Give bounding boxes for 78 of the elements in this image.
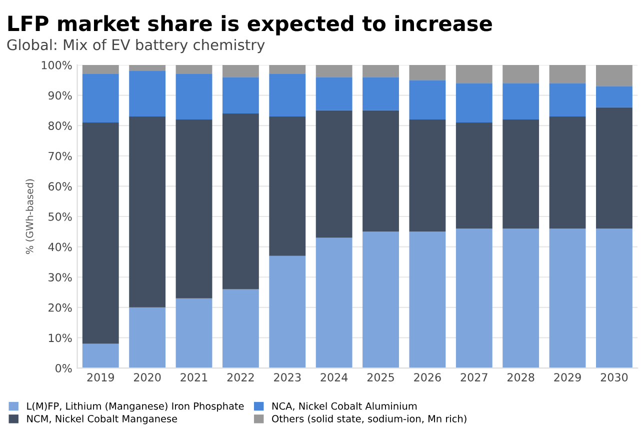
- chart-title: LFP market share is expected to increase: [8, 15, 492, 36]
- x-tick-label: 2019: [87, 373, 114, 382]
- bar: [316, 64, 352, 78]
- bar: [316, 238, 352, 368]
- bar: [409, 120, 446, 232]
- bar: [176, 120, 212, 298]
- bar: [129, 307, 166, 368]
- bar: [409, 232, 446, 368]
- bar: [456, 64, 492, 84]
- bar: [176, 298, 212, 368]
- bar: [502, 120, 540, 229]
- bar: [456, 228, 492, 368]
- bar: [129, 116, 166, 308]
- x-tick-label: 2022: [227, 373, 254, 382]
- x-tick-label: 2020: [134, 373, 161, 382]
- legend-label: L(M)FP, Lithium (Manganese) Iron Phosphate: [27, 402, 244, 412]
- bar: [269, 116, 306, 256]
- bar: [176, 74, 212, 120]
- bar: [82, 74, 119, 123]
- bar: [222, 289, 259, 368]
- y-tick-label: 70%: [48, 152, 72, 160]
- x-tick-label: 2025: [367, 373, 394, 382]
- bar: [549, 64, 586, 84]
- y-tick-label: 80%: [48, 122, 72, 130]
- y-tick-label: 0%: [56, 364, 72, 372]
- legend-label: NCA, Nickel Cobalt Aluminium: [272, 402, 417, 411]
- x-tick-label: 2030: [600, 373, 628, 382]
- bar: [362, 232, 399, 368]
- legend-label: Others (solid state, sodium-ion, Mn rich): [272, 414, 466, 424]
- x-tick-label: 2026: [414, 373, 441, 382]
- bar: [222, 64, 259, 78]
- bar: [596, 107, 632, 229]
- x-tick-label: 2024: [320, 373, 348, 382]
- bar: [222, 77, 259, 114]
- y-tick-label: 40%: [48, 242, 72, 252]
- y-tick-label: 60%: [48, 182, 72, 191]
- bar: [362, 77, 399, 110]
- bar: [316, 110, 352, 238]
- bar: [549, 116, 586, 229]
- bar: [362, 110, 399, 232]
- bar: [409, 80, 446, 120]
- x-tick-label: 2021: [180, 373, 208, 382]
- bar: [596, 64, 632, 86]
- bar: [456, 122, 492, 229]
- bar: [129, 64, 166, 72]
- x-tick-label: 2023: [274, 373, 301, 382]
- x-tick-label: 2027: [460, 373, 488, 382]
- bar: [269, 256, 306, 368]
- y-tick-label: 30%: [48, 273, 72, 282]
- y-axis-title: % (GWh-based): [26, 179, 34, 254]
- bar: [129, 71, 166, 116]
- bar: [362, 64, 399, 78]
- chart-subtitle: Global: Mix of EV battery chemistry: [7, 38, 265, 54]
- bar: [456, 83, 492, 123]
- bar: [502, 64, 540, 84]
- bar: [596, 228, 632, 368]
- bar: [502, 228, 540, 368]
- bar: [269, 74, 306, 116]
- y-tick-label: 100%: [42, 60, 72, 70]
- bar: [549, 228, 586, 368]
- legend-label: NCM, Nickel Cobalt Manganese: [27, 414, 178, 424]
- bar: [222, 113, 259, 290]
- bar: [316, 77, 352, 110]
- x-tick-label: 2028: [508, 373, 534, 382]
- bar: [502, 83, 540, 120]
- y-tick-label: 90%: [48, 91, 72, 100]
- y-tick-label: 20%: [48, 303, 72, 312]
- bar: [176, 64, 212, 74]
- y-tick-label: 50%: [48, 212, 72, 221]
- bar: [596, 86, 632, 108]
- y-tick-label: 10%: [48, 334, 72, 342]
- x-tick-label: 2029: [554, 373, 581, 382]
- bar: [549, 83, 586, 116]
- bar: [269, 64, 306, 74]
- bar: [409, 64, 446, 80]
- bar: [82, 344, 119, 368]
- bar: [82, 64, 119, 74]
- bar: [82, 122, 119, 344]
